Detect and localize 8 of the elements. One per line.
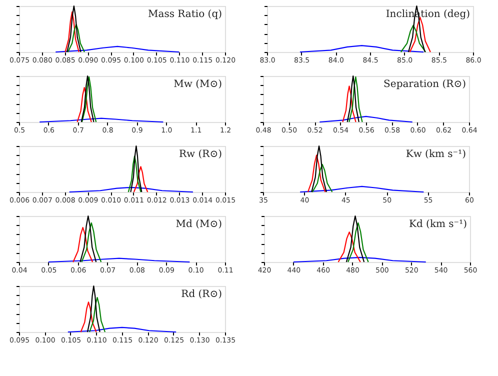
chart-title: Kd (km s⁻¹): [409, 219, 468, 230]
chart-title: Separation (R⊙): [384, 79, 466, 90]
chart-title: Mass Ratio (q): [148, 9, 222, 20]
chart-title: Rd (R⊙): [181, 289, 222, 300]
chart-title: Mw (M⊙): [174, 79, 222, 90]
chart-title: Kw (km s⁻¹): [406, 149, 466, 160]
chart-title: Md (M⊙): [176, 219, 222, 230]
chart-title: Rw (R⊙): [179, 149, 222, 160]
